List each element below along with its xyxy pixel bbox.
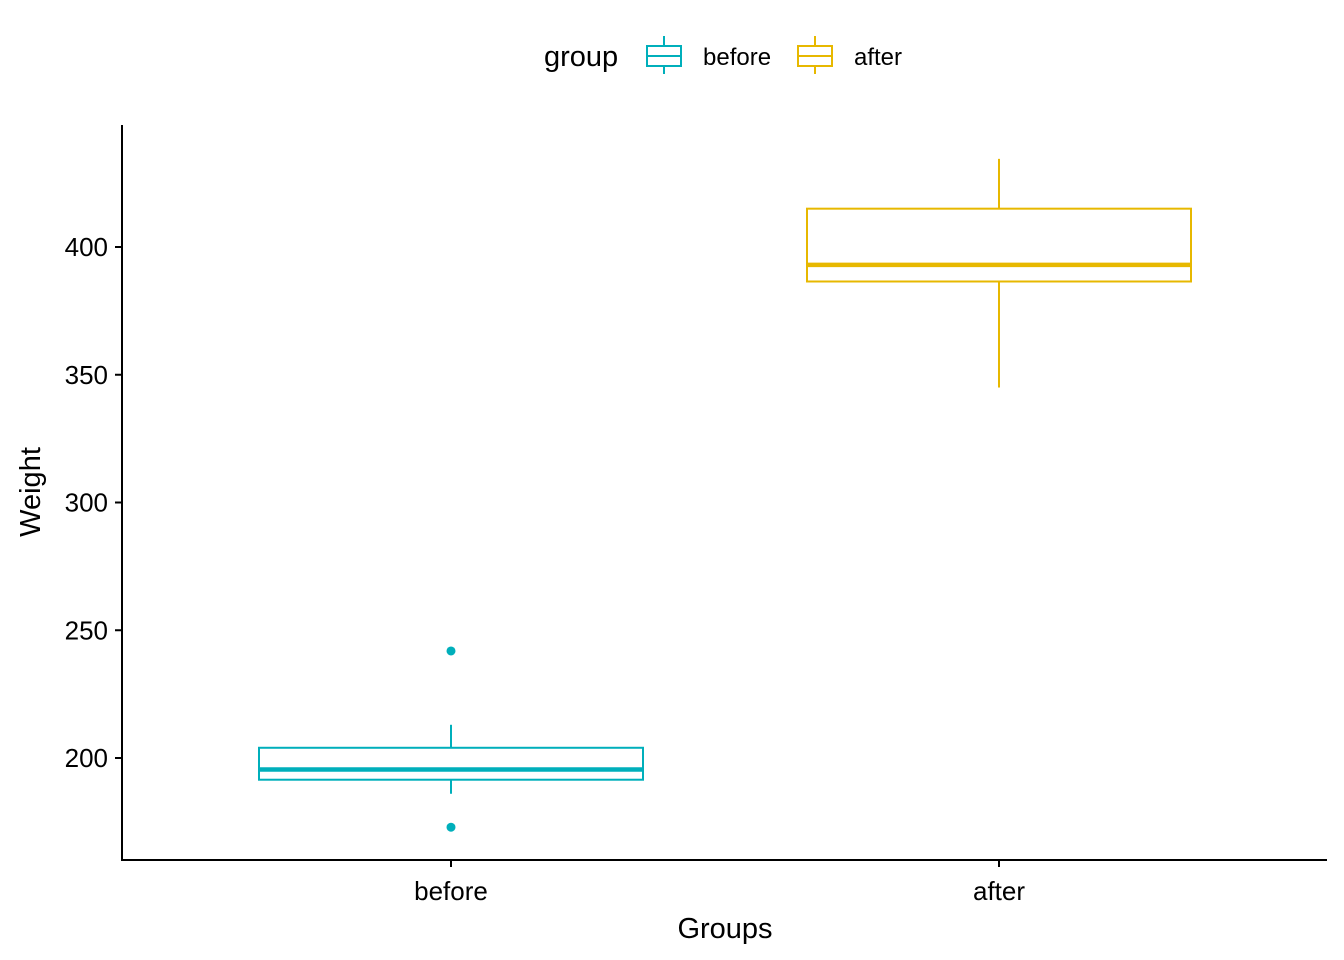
box-series <box>258 158 1192 832</box>
x-axis-title: Groups <box>677 913 772 945</box>
outlier-point <box>446 822 456 832</box>
y-tick-label: 300 <box>65 488 108 518</box>
x-tick-label-before: before <box>414 876 488 906</box>
box-before <box>258 646 644 832</box>
x-axis-ticks: before after <box>414 860 1025 906</box>
box-after <box>806 158 1192 388</box>
legend: group before after <box>544 36 902 74</box>
y-tick-label: 400 <box>65 232 108 262</box>
outlier-point <box>446 646 456 656</box>
legend-label-after: after <box>854 44 902 71</box>
legend-title: group <box>544 41 618 73</box>
y-tick-label: 350 <box>65 360 108 390</box>
y-axis-title: Weight <box>15 447 47 537</box>
iqr-box <box>806 207 1192 283</box>
y-tick-label: 200 <box>65 743 108 773</box>
legend-key-before <box>646 36 682 74</box>
y-axis-ticks: 200 250 300 350 400 <box>65 232 122 773</box>
x-tick-label-after: after <box>973 876 1025 906</box>
iqr-box <box>258 746 644 781</box>
legend-label-before: before <box>703 44 771 71</box>
y-tick-label: 250 <box>65 615 108 645</box>
legend-key-after <box>797 36 833 74</box>
